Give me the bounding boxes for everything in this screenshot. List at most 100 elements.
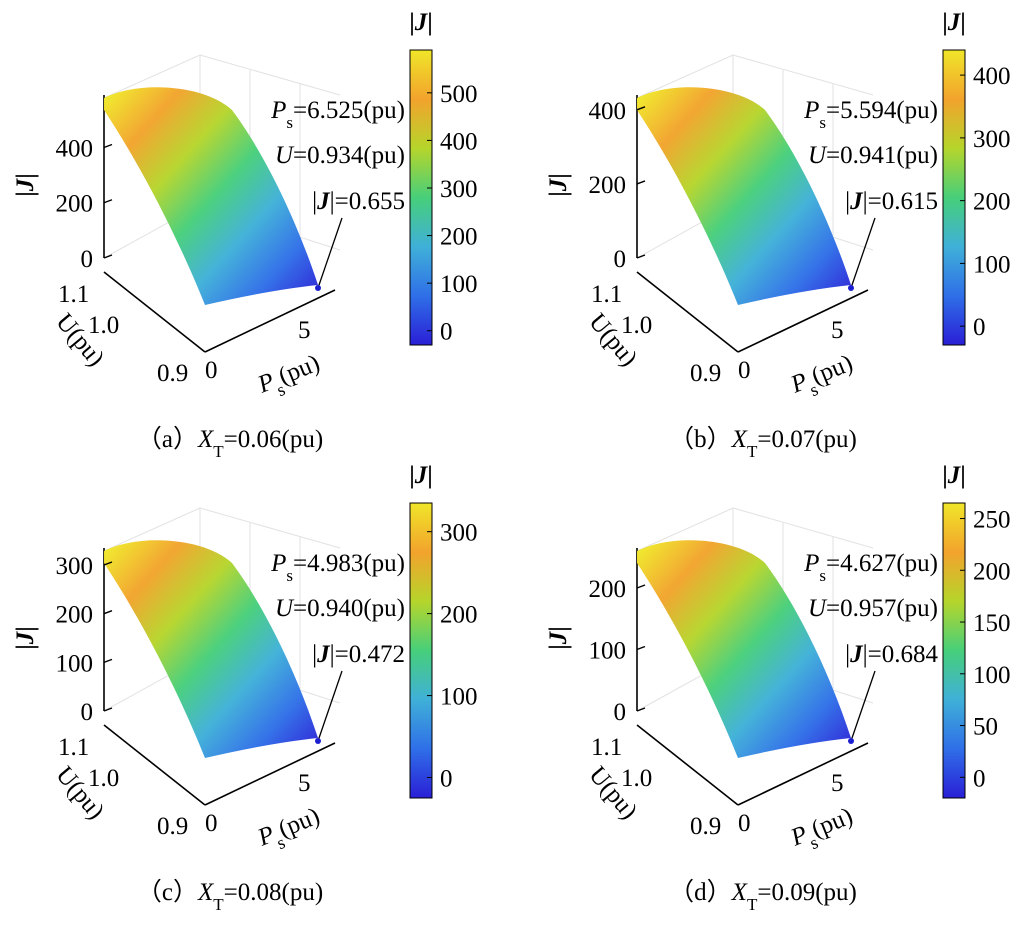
u-tick-label: 1.1 xyxy=(591,734,622,761)
z-tick-label: 200 xyxy=(589,172,627,199)
colorbar-tick-label: 300 xyxy=(973,126,1011,153)
colorbar-tick-label: 100 xyxy=(440,271,478,298)
u-tick-label: 0.9 xyxy=(690,360,721,387)
annotation-ps: Ps=4.983(pu) xyxy=(270,550,405,585)
minimum-point-marker xyxy=(848,285,854,291)
colorbar-tick-label: 150 xyxy=(973,610,1011,637)
ps-tick-label: 0 xyxy=(738,357,751,384)
u-tick-label: 0.9 xyxy=(690,813,721,840)
z-axis-title: |J| xyxy=(545,626,572,650)
ps-axis-line xyxy=(204,742,336,806)
u-tick-label: 0.9 xyxy=(157,813,188,840)
u-tick-label: 1.0 xyxy=(621,765,652,792)
surface xyxy=(104,87,318,306)
colorbar-tick-label: 200 xyxy=(973,189,1011,216)
colorbar-tick-label: 0 xyxy=(973,314,986,341)
ps-tick-label: 0 xyxy=(205,810,218,837)
z-tick-mark xyxy=(636,584,646,589)
z-tick-mark xyxy=(103,254,113,259)
colorbar-tick-label: 200 xyxy=(973,558,1011,585)
axes xyxy=(103,548,336,806)
z-tick-mark xyxy=(636,254,646,259)
colorbar-title: |J| xyxy=(942,462,966,489)
ps-axis-line xyxy=(737,742,869,806)
ps-axis-title: Ps(pu) xyxy=(786,350,859,407)
z-tick-label: 200 xyxy=(56,191,94,218)
u-axis-line xyxy=(103,724,206,806)
colorbar-tick-label: 400 xyxy=(440,128,478,155)
colorbar-tick-label: 400 xyxy=(973,63,1011,90)
ps-tick-label: 5 xyxy=(831,770,844,797)
colorbar-tick-label: 100 xyxy=(440,684,478,711)
panel-caption: （d）XT=0.09(pu) xyxy=(669,878,857,914)
surface xyxy=(637,540,851,758)
annotation-ps: Ps=4.627(pu) xyxy=(803,550,938,585)
annotation-u: U=0.957(pu) xyxy=(808,595,938,622)
z-tick-mark xyxy=(103,143,113,149)
u-tick-label: 1.1 xyxy=(58,734,89,761)
z-axis-title: |J| xyxy=(12,626,39,650)
annotation-leader xyxy=(317,217,343,289)
ps-axis-line xyxy=(204,289,336,353)
axes xyxy=(103,95,336,353)
u-tick-label: 1.0 xyxy=(88,312,119,339)
annotation-j: |J|=0.655 xyxy=(312,188,405,215)
colorbar xyxy=(409,49,433,346)
minimum-point-marker xyxy=(315,285,321,291)
u-tick-label: 1.0 xyxy=(88,765,119,792)
u-axis-line xyxy=(636,724,739,806)
annotation-leader xyxy=(850,670,876,742)
z-tick-label: 100 xyxy=(56,650,94,677)
colorbar-tick-label: 250 xyxy=(973,507,1011,534)
z-tick-mark xyxy=(636,106,646,111)
annotation-leader xyxy=(850,217,876,289)
u-tick-label: 1.0 xyxy=(621,312,652,339)
panel-caption: （c）XT=0.08(pu) xyxy=(137,878,323,914)
surface xyxy=(637,87,851,306)
colorbar xyxy=(942,502,966,799)
colorbar-tick-label: 0 xyxy=(440,766,453,793)
ps-tick-label: 5 xyxy=(298,317,311,344)
annotation-j: |J|=0.684 xyxy=(845,641,938,668)
z-tick-label: 0 xyxy=(614,699,627,726)
z-tick-label: 0 xyxy=(81,699,94,726)
z-tick-mark xyxy=(636,707,646,712)
u-axis-line xyxy=(636,271,739,353)
z-tick-mark xyxy=(636,180,646,185)
annotation-u: U=0.940(pu) xyxy=(275,595,405,622)
z-axis-title: |J| xyxy=(545,173,572,197)
ps-axis-title: Ps(pu) xyxy=(253,350,326,407)
u-tick-label: 0.9 xyxy=(157,360,188,387)
annotation-j: |J|=0.472 xyxy=(312,641,405,668)
z-tick-mark xyxy=(103,658,113,663)
colorbar-tick-label: 100 xyxy=(973,251,1011,278)
ps-tick-label: 5 xyxy=(831,317,844,344)
z-axis-title: |J| xyxy=(12,173,39,197)
z-tick-mark xyxy=(636,645,646,651)
colorbar xyxy=(409,502,433,799)
axes xyxy=(636,548,869,806)
colorbar-tick-label: 200 xyxy=(440,224,478,251)
ps-tick-label: 5 xyxy=(298,770,311,797)
ps-axis-title: Ps(pu) xyxy=(786,803,859,860)
z-tick-label: 200 xyxy=(56,602,94,629)
colorbar-tick-label: 300 xyxy=(440,176,478,203)
z-tick-label: 0 xyxy=(81,246,94,273)
colorbar-title: |J| xyxy=(409,462,433,489)
colorbar-tick-label: 500 xyxy=(440,81,478,108)
z-tick-label: 300 xyxy=(56,553,94,580)
u-axis-line xyxy=(103,271,206,353)
z-tick-mark xyxy=(103,561,113,566)
colorbar-tick-label: 0 xyxy=(440,319,453,346)
ps-axis-line xyxy=(737,289,869,353)
minimum-point-marker xyxy=(848,738,854,744)
panel-caption: （a）XT=0.06(pu) xyxy=(137,425,323,461)
colorbar-tick-label: 0 xyxy=(973,765,986,792)
panel-caption: （b）XT=0.07(pu) xyxy=(669,425,857,461)
z-tick-mark xyxy=(103,199,113,204)
ps-axis-title: Ps(pu) xyxy=(253,803,326,860)
